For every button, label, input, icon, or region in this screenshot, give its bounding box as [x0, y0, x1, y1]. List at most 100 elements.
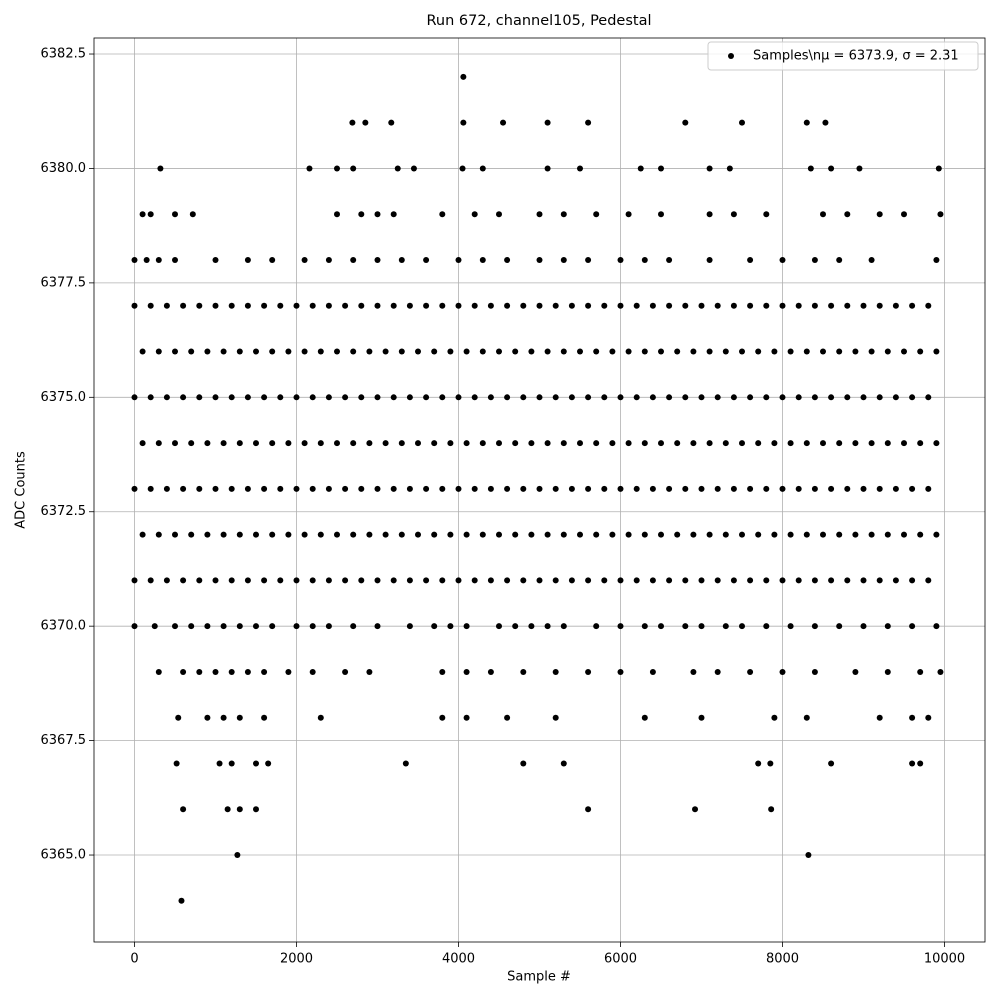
x-tick-label: 8000 [766, 952, 799, 967]
data-point [585, 394, 592, 401]
data-point [139, 211, 146, 218]
data-point [795, 485, 802, 492]
data-point [768, 806, 775, 813]
data-point [601, 577, 608, 584]
data-point [374, 623, 381, 630]
data-point [504, 577, 511, 584]
data-point [317, 440, 324, 447]
data-point [139, 348, 146, 355]
data-point [439, 302, 446, 309]
data-point [698, 485, 705, 492]
data-point [358, 485, 365, 492]
data-point [520, 577, 527, 584]
data-point [439, 714, 446, 721]
data-point [188, 348, 195, 355]
data-point [807, 165, 814, 172]
data-point [374, 211, 381, 218]
data-point [852, 668, 859, 675]
data-point [836, 531, 843, 538]
data-point [860, 623, 867, 630]
data-point [690, 440, 697, 447]
data-point [496, 211, 502, 218]
data-point [406, 394, 413, 401]
data-point [933, 440, 940, 447]
data-point [228, 394, 235, 401]
data-point [935, 165, 942, 172]
data-point [163, 577, 170, 584]
data-point [568, 302, 575, 309]
data-point [795, 302, 802, 309]
data-point [536, 256, 543, 263]
data-point [460, 119, 467, 126]
data-point [362, 119, 369, 126]
data-point [739, 348, 745, 355]
data-point [512, 623, 519, 630]
data-point [253, 531, 259, 538]
data-point [265, 760, 272, 767]
data-point [244, 485, 251, 492]
data-point [172, 348, 178, 355]
data-point [528, 440, 535, 447]
data-point [131, 577, 138, 584]
data-point [876, 577, 883, 584]
data-point [471, 577, 478, 584]
data-point [868, 531, 875, 538]
data-point [820, 531, 826, 538]
data-point [787, 440, 794, 447]
data-point [334, 211, 340, 218]
data-point [641, 440, 648, 447]
data-point [763, 623, 770, 630]
data-point [390, 211, 397, 218]
data-point [868, 348, 875, 355]
data-point [228, 577, 235, 584]
data-point [649, 668, 656, 675]
data-point [739, 119, 745, 126]
data-point [803, 714, 810, 721]
data-point [212, 256, 219, 263]
data-point [933, 256, 940, 263]
data-point [277, 302, 284, 309]
data-point [261, 394, 268, 401]
data-point [726, 165, 733, 172]
data-point [463, 623, 470, 630]
data-point [188, 440, 195, 447]
data-point [151, 623, 158, 630]
data-point [309, 394, 316, 401]
data-point [261, 485, 268, 492]
data-point [901, 211, 907, 218]
data-point [868, 440, 875, 447]
data-point [795, 394, 802, 401]
data-point [690, 348, 697, 355]
data-point [909, 714, 916, 721]
data-point [325, 302, 332, 309]
data-point [139, 440, 146, 447]
data-point [398, 440, 405, 447]
data-point [544, 440, 551, 447]
data-point [682, 394, 689, 401]
data-point [585, 806, 592, 813]
data-point [852, 348, 859, 355]
data-point [382, 531, 389, 538]
data-point [730, 577, 737, 584]
data-point [410, 165, 417, 172]
data-point [463, 440, 470, 447]
data-point [317, 531, 324, 538]
data-point [342, 302, 349, 309]
data-point [350, 531, 357, 538]
data-point [374, 302, 381, 309]
y-tick-label: 6367.5 [41, 733, 87, 748]
data-point [739, 440, 745, 447]
data-point [860, 394, 867, 401]
data-point [479, 165, 486, 172]
data-point [706, 211, 713, 218]
data-point [309, 577, 316, 584]
data-point [925, 577, 932, 584]
data-point [747, 577, 754, 584]
data-point [423, 485, 430, 492]
data-point [301, 256, 308, 263]
data-point [293, 577, 300, 584]
y-tick-label: 6382.5 [41, 47, 87, 62]
data-point [334, 440, 340, 447]
data-point [455, 485, 462, 492]
data-point [722, 440, 729, 447]
